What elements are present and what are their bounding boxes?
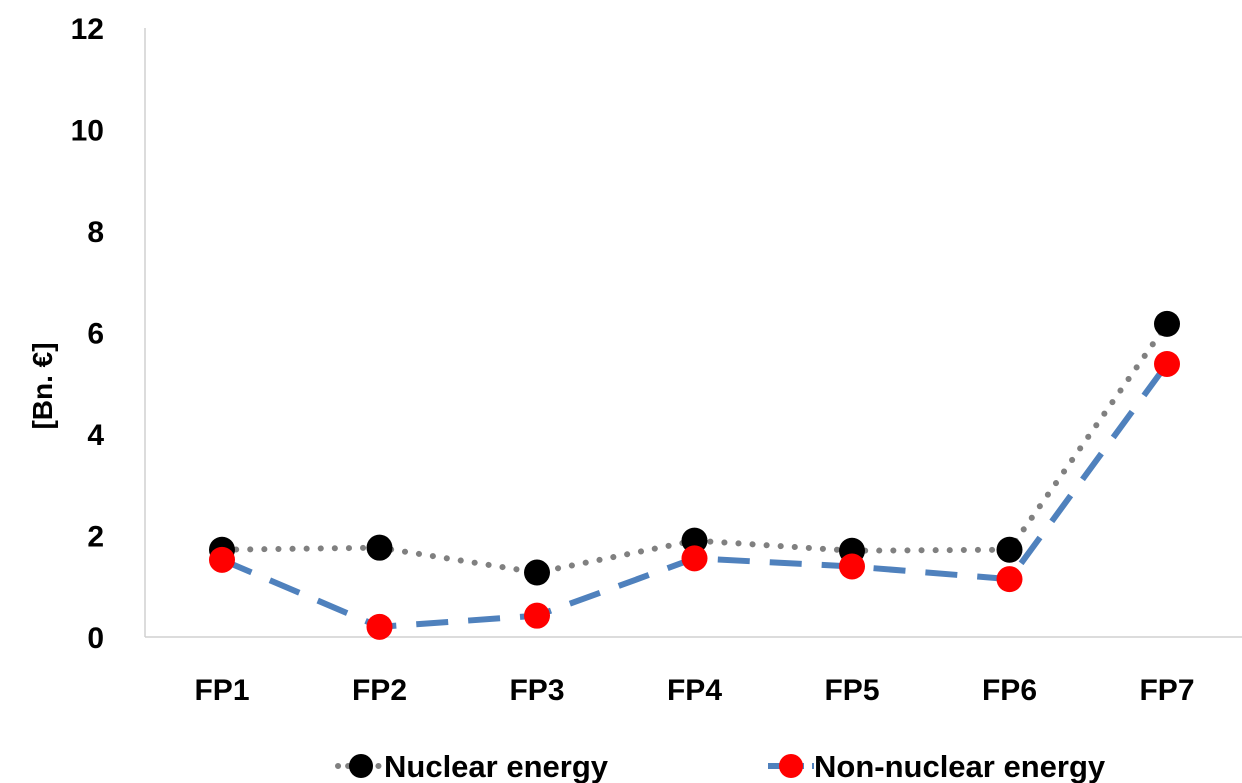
data-point bbox=[1154, 350, 1180, 377]
x-tick-labels: FP1 FP2 FP3 FP4 FP5 FP6 FP7 bbox=[194, 674, 1194, 707]
x-tick-label: FP6 bbox=[982, 674, 1037, 707]
y-tick-label: 6 bbox=[87, 318, 104, 351]
y-tick-label: 4 bbox=[87, 419, 104, 452]
data-point bbox=[681, 545, 708, 572]
data-point bbox=[366, 613, 393, 640]
y-tick-label: 10 bbox=[71, 115, 104, 148]
y-tick-labels: 0 2 4 6 8 10 12 bbox=[71, 13, 105, 655]
data-point bbox=[209, 546, 235, 573]
legend-marker bbox=[349, 754, 373, 778]
data-point bbox=[839, 553, 865, 580]
y-tick-label: 12 bbox=[71, 13, 104, 46]
x-tick-label: FP5 bbox=[824, 674, 879, 707]
series-line bbox=[220, 362, 1170, 630]
x-tick-label: FP1 bbox=[194, 674, 249, 707]
data-point bbox=[366, 534, 393, 561]
data-point bbox=[996, 536, 1023, 563]
legend-label: Nuclear energy bbox=[384, 749, 609, 783]
legend-label: Non-nuclear energy bbox=[814, 749, 1106, 783]
y-tick-label: 0 bbox=[87, 622, 104, 655]
data-point bbox=[524, 602, 550, 629]
x-tick-label: FP2 bbox=[352, 674, 407, 707]
y-axis-title: [Bn. €] bbox=[27, 342, 58, 429]
legend: Nuclear energy Non-nuclear energy bbox=[335, 749, 1106, 783]
x-tick-label: FP4 bbox=[667, 674, 722, 707]
series-layer bbox=[209, 310, 1180, 640]
data-point bbox=[681, 527, 708, 554]
data-point bbox=[996, 566, 1023, 593]
y-tick-label: 2 bbox=[87, 521, 104, 554]
data-point bbox=[1154, 310, 1180, 337]
x-tick-label: FP3 bbox=[509, 674, 564, 707]
x-tick-label: FP7 bbox=[1139, 674, 1194, 707]
legend-marker bbox=[779, 754, 803, 778]
y-tick-label: 8 bbox=[87, 216, 104, 249]
data-point bbox=[524, 559, 550, 586]
